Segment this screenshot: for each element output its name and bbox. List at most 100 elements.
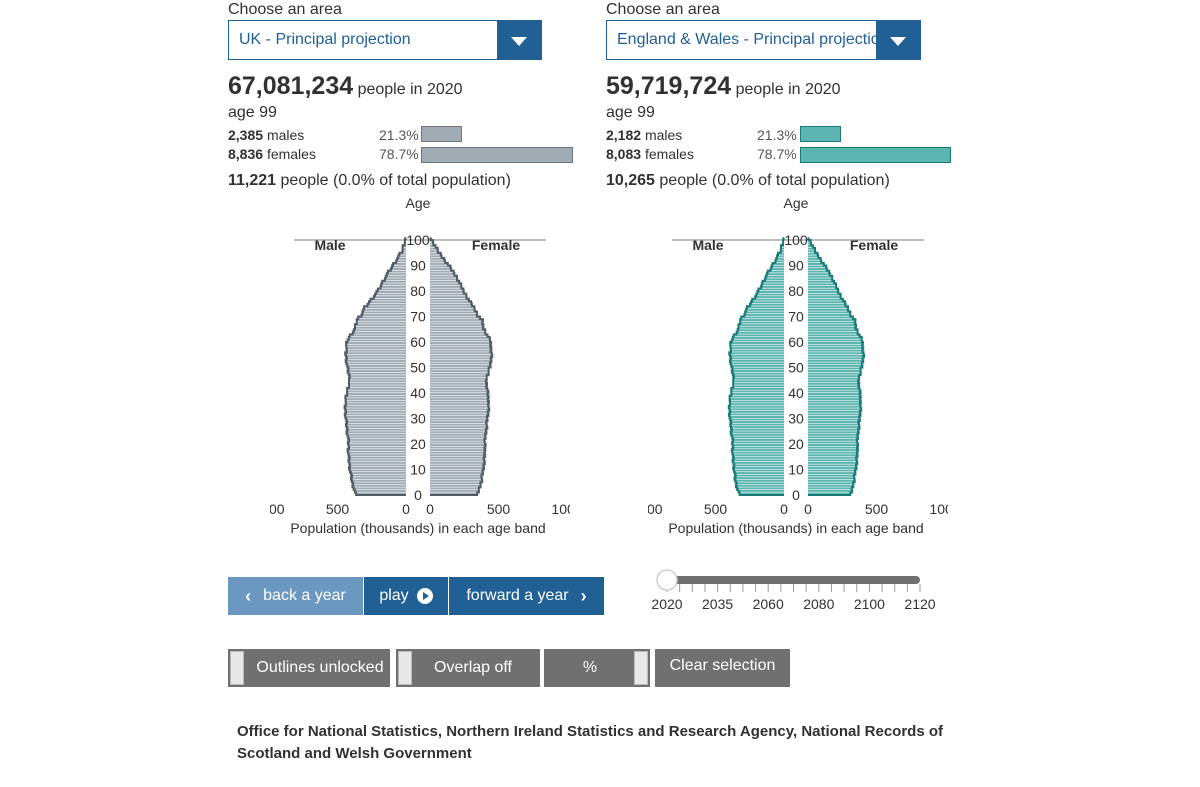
male-bar[interactable] <box>775 260 784 263</box>
male-bar[interactable] <box>398 255 406 258</box>
female-bar[interactable] <box>808 479 855 482</box>
female-bar[interactable] <box>808 415 860 418</box>
female-bar[interactable] <box>808 247 815 250</box>
left-area-select[interactable]: UK - Principal projection <box>228 20 542 60</box>
female-bar[interactable] <box>430 260 446 263</box>
female-bar[interactable] <box>808 257 821 260</box>
male-bar[interactable] <box>746 306 784 309</box>
female-bar[interactable] <box>430 306 475 309</box>
male-bar[interactable] <box>776 257 784 260</box>
male-bar[interactable] <box>385 275 406 278</box>
female-bar[interactable] <box>430 257 445 260</box>
female-bar[interactable] <box>430 255 442 258</box>
male-bar[interactable] <box>345 398 406 401</box>
male-bar[interactable] <box>736 331 784 334</box>
female-bar[interactable] <box>430 344 491 347</box>
male-bar[interactable] <box>349 380 406 383</box>
female-bar[interactable] <box>808 306 849 309</box>
female-bar[interactable] <box>430 250 438 253</box>
female-bar[interactable] <box>430 359 492 362</box>
female-bar[interactable] <box>430 431 487 434</box>
female-bar[interactable] <box>808 324 857 327</box>
male-bar[interactable] <box>740 321 784 324</box>
male-bar[interactable] <box>370 298 406 301</box>
overlap-toggle[interactable]: Overlap off <box>396 649 540 687</box>
male-bar[interactable] <box>757 291 784 293</box>
male-bar[interactable] <box>347 387 406 390</box>
female-bar[interactable] <box>808 275 833 278</box>
female-bar[interactable] <box>430 398 488 401</box>
male-bar[interactable] <box>346 426 406 429</box>
male-bar[interactable] <box>749 303 784 306</box>
male-bar[interactable] <box>346 362 406 365</box>
female-bar[interactable] <box>808 303 846 306</box>
female-bar[interactable] <box>808 400 861 403</box>
male-bar[interactable] <box>346 349 406 352</box>
female-bar[interactable] <box>430 380 486 383</box>
male-bar[interactable] <box>732 372 784 375</box>
female-bar[interactable] <box>808 459 857 462</box>
male-bar[interactable] <box>735 479 784 482</box>
female-bar[interactable] <box>808 280 835 283</box>
female-bar[interactable] <box>808 426 860 429</box>
male-bar[interactable] <box>347 433 406 436</box>
male-bar[interactable] <box>771 265 784 268</box>
male-bar[interactable] <box>744 313 784 316</box>
female-bar[interactable] <box>808 313 851 316</box>
male-bar[interactable] <box>766 273 784 276</box>
male-bar[interactable] <box>731 433 784 436</box>
male-bar[interactable] <box>363 308 406 311</box>
male-bar[interactable] <box>730 362 784 365</box>
female-bar[interactable] <box>808 438 857 441</box>
male-bar[interactable] <box>730 344 784 347</box>
female-bar[interactable] <box>808 296 841 299</box>
female-bar[interactable] <box>430 354 493 357</box>
female-bar[interactable] <box>808 347 864 350</box>
male-bar[interactable] <box>356 319 406 322</box>
female-bar[interactable] <box>430 252 441 255</box>
female-bar[interactable] <box>430 375 487 378</box>
female-bar[interactable] <box>808 469 855 472</box>
female-bar[interactable] <box>808 240 811 242</box>
male-bar[interactable] <box>733 446 784 449</box>
male-bar[interactable] <box>356 492 406 495</box>
female-bar[interactable] <box>808 487 852 490</box>
male-bar[interactable] <box>770 268 784 271</box>
female-bar[interactable] <box>808 456 857 459</box>
male-bar[interactable] <box>765 278 784 281</box>
female-bar[interactable] <box>808 375 859 378</box>
male-bar[interactable] <box>762 280 784 283</box>
male-bar[interactable] <box>729 415 784 418</box>
male-bar[interactable] <box>777 255 784 258</box>
forward-a-year-button[interactable]: forward a year › <box>449 577 604 615</box>
male-bar[interactable] <box>730 347 784 350</box>
female-bar[interactable] <box>430 421 487 424</box>
female-bar[interactable] <box>430 423 487 426</box>
male-bar[interactable] <box>732 336 784 339</box>
female-bar[interactable] <box>808 336 862 339</box>
male-bar[interactable] <box>347 428 406 431</box>
clear-selection-button[interactable]: Clear selection <box>655 649 790 687</box>
female-bar[interactable] <box>808 293 841 296</box>
chevron-down-icon[interactable] <box>876 21 920 59</box>
male-bar[interactable] <box>345 354 406 357</box>
male-bar[interactable] <box>344 405 406 408</box>
female-bar[interactable] <box>430 482 481 485</box>
female-bar[interactable] <box>430 459 485 462</box>
male-bar[interactable] <box>345 415 406 418</box>
female-bar[interactable] <box>808 393 860 395</box>
male-bar[interactable] <box>358 316 406 319</box>
male-bar[interactable] <box>402 247 406 250</box>
female-bar[interactable] <box>430 426 488 429</box>
female-bar[interactable] <box>430 387 488 390</box>
female-bar[interactable] <box>808 454 858 457</box>
female-bar[interactable] <box>430 308 475 311</box>
female-bar[interactable] <box>808 444 859 446</box>
female-bar[interactable] <box>808 403 860 406</box>
female-bar[interactable] <box>430 403 489 406</box>
female-bar[interactable] <box>430 273 455 276</box>
female-bar[interactable] <box>430 339 491 342</box>
female-bar[interactable] <box>430 395 489 398</box>
female-bar[interactable] <box>430 410 488 413</box>
female-bar[interactable] <box>430 489 479 492</box>
